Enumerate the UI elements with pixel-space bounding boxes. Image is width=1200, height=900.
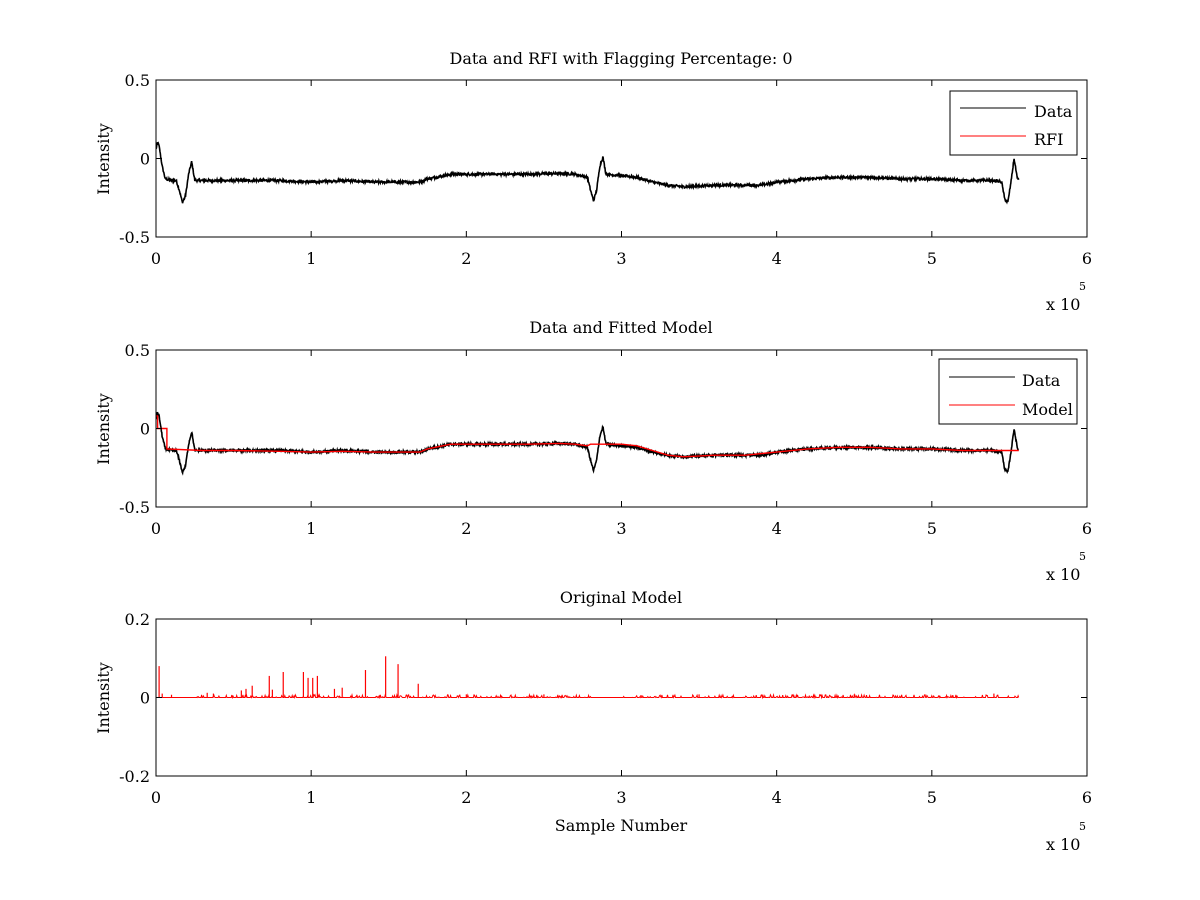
y-tick-label: 0.5 <box>125 341 150 360</box>
y-tick-label: 0.2 <box>125 610 150 629</box>
y-tick-label: 0.5 <box>125 71 150 90</box>
series-line-model <box>156 415 1019 458</box>
y-tick-label: -0.5 <box>119 498 150 517</box>
x-tick-label: 2 <box>461 519 471 538</box>
x-tick-label: 4 <box>772 519 782 538</box>
x-tick-label: 5 <box>927 788 937 807</box>
x-tick-label: 2 <box>461 249 471 268</box>
y-tick-label: 0 <box>140 420 150 439</box>
subplot-2-plot-area <box>156 411 1020 476</box>
y-tick-label: -0.5 <box>119 228 150 247</box>
series-line-data <box>156 141 1020 205</box>
series-line-baseline <box>156 693 1020 700</box>
subplot-2-legend: Data Model <box>938 358 1078 425</box>
subplot-3-exponent-base: x 10 <box>1046 835 1080 854</box>
y-tick-label: 0 <box>140 689 150 708</box>
subplot-2-legend-label-data: Data <box>1022 371 1061 390</box>
subplot-3-plot-area <box>156 656 1020 700</box>
x-tick-label: 5 <box>927 519 937 538</box>
x-tick-label: 0 <box>151 788 161 807</box>
subplot-1-legend: Data RFI <box>949 90 1078 156</box>
subplot-1-ylabel: Intensity <box>94 123 113 195</box>
y-tick-label: 0 <box>140 150 150 169</box>
x-tick-label: 3 <box>616 249 626 268</box>
subplot-2-exponent-power: 5 <box>1079 550 1086 563</box>
subplot-3: Original Model 0 1 2 3 4 5 6-0.200.2 Intensity… <box>94 588 1092 854</box>
x-tick-label: 4 <box>772 249 782 268</box>
subplot-1-ticks: 0 1 2 3 4 5 6-0.500.5 <box>119 71 1092 268</box>
subplot-2-x-exponent: x 10 5 <box>1046 550 1086 584</box>
x-tick-label: 3 <box>616 788 626 807</box>
subplot-2-ticks: 0 1 2 3 4 5 6-0.500.5 <box>119 341 1092 538</box>
subplot-2-exponent-base: x 10 <box>1046 565 1080 584</box>
x-tick-label: 0 <box>151 519 161 538</box>
x-tick-label: 1 <box>306 519 316 538</box>
subplot-1-legend-label-rfi: RFI <box>1034 130 1063 149</box>
subplot-2-legend-label-model: Model <box>1022 400 1073 419</box>
subplot-2-legend-box <box>938 358 1078 425</box>
subplot-1-title: Data and RFI with Flagging Percentage: 0 <box>449 49 792 68</box>
subplot-1-exponent-base: x 10 <box>1046 295 1080 314</box>
y-tick-label: -0.2 <box>119 767 150 786</box>
subplot-3-xlabel: Sample Number <box>555 816 688 835</box>
subplot-3-exponent-power: 5 <box>1079 820 1086 833</box>
subplot-2: Data and Fitted Model 0 1 2 3 4 5 6-0.500.5 In… <box>94 318 1092 584</box>
subplot-3-x-exponent: x 10 5 <box>1046 820 1086 854</box>
subplot-1: Data and RFI with Flagging Percentage: 0… <box>94 49 1092 314</box>
subplot-2-title: Data and Fitted Model <box>529 318 712 337</box>
subplot-3-title: Original Model <box>560 588 682 607</box>
x-tick-label: 2 <box>461 788 471 807</box>
x-tick-label: 1 <box>306 249 316 268</box>
x-tick-label: 3 <box>616 519 626 538</box>
subplot-3-ticks: 0 1 2 3 4 5 6-0.200.2 <box>119 610 1092 807</box>
subplot-1-legend-box <box>949 90 1078 156</box>
subplot-1-legend-label-data: Data <box>1034 102 1073 121</box>
x-tick-label: 6 <box>1082 249 1092 268</box>
subplot-1-exponent-power: 5 <box>1079 280 1086 293</box>
x-tick-label: 0 <box>151 249 161 268</box>
x-tick-label: 6 <box>1082 519 1092 538</box>
subplot-3-ylabel: Intensity <box>94 662 113 734</box>
x-tick-label: 4 <box>772 788 782 807</box>
subplot-2-ylabel: Intensity <box>94 393 113 465</box>
subplot-1-x-exponent: x 10 5 <box>1046 280 1086 314</box>
x-tick-label: 1 <box>306 788 316 807</box>
x-tick-label: 6 <box>1082 788 1092 807</box>
subplot-1-plot-area <box>156 141 1020 205</box>
x-tick-label: 5 <box>927 249 937 268</box>
